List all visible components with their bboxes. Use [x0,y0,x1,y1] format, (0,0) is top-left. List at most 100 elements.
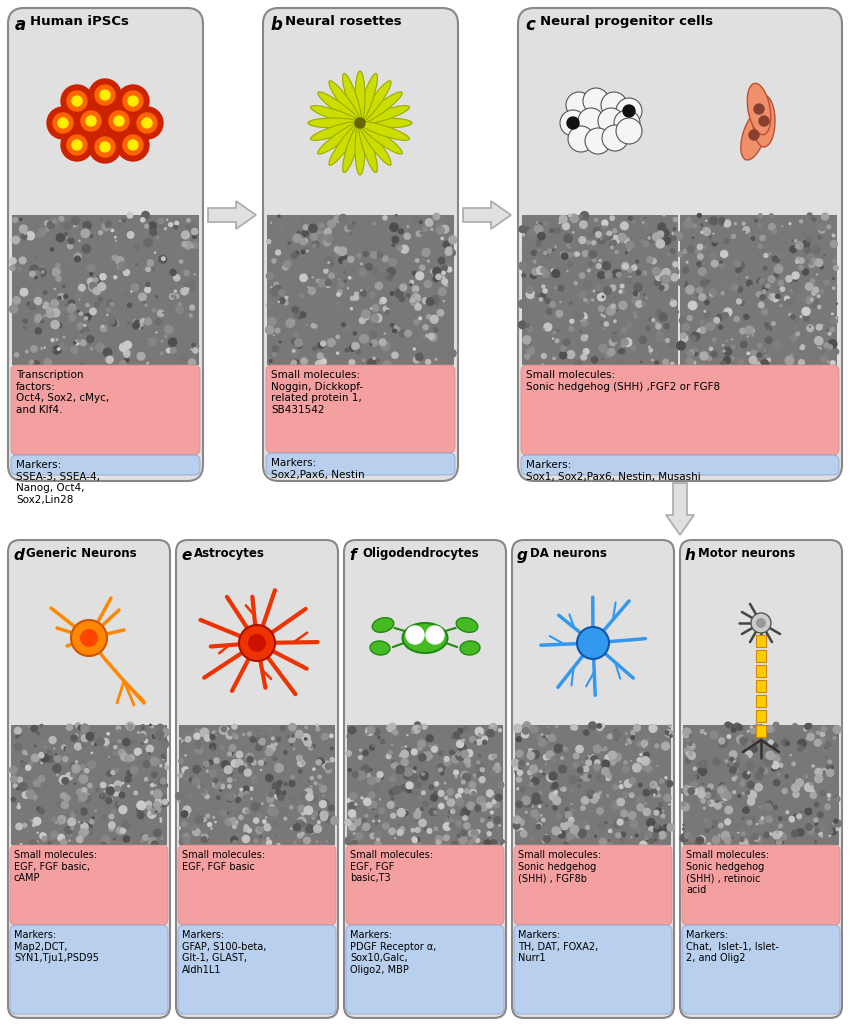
Circle shape [410,284,411,285]
Circle shape [64,346,65,348]
Circle shape [96,344,105,352]
Circle shape [394,326,397,328]
Circle shape [348,224,353,230]
Circle shape [518,819,524,826]
Circle shape [564,235,572,242]
Circle shape [388,801,394,808]
Circle shape [750,356,756,363]
Circle shape [37,807,41,811]
Circle shape [804,727,807,731]
Circle shape [393,786,400,794]
Circle shape [299,293,303,298]
Circle shape [54,766,56,767]
Circle shape [569,776,577,784]
Circle shape [583,281,592,289]
Circle shape [461,772,469,780]
Circle shape [366,727,374,736]
Circle shape [689,752,692,754]
Circle shape [779,763,783,767]
Circle shape [658,231,664,237]
Circle shape [605,271,612,278]
Circle shape [659,313,667,321]
Circle shape [473,774,476,777]
Circle shape [156,237,159,239]
Circle shape [722,345,723,346]
Circle shape [756,773,762,780]
Circle shape [566,92,592,118]
Circle shape [277,843,280,845]
Circle shape [320,341,326,346]
Circle shape [35,318,40,323]
Circle shape [499,842,502,845]
Circle shape [792,272,799,279]
Circle shape [88,282,97,290]
Circle shape [330,757,334,762]
Circle shape [359,269,366,276]
Circle shape [544,323,552,331]
Circle shape [94,744,96,746]
Circle shape [142,118,152,128]
Circle shape [768,740,773,745]
Circle shape [725,793,732,799]
Circle shape [462,781,465,784]
Circle shape [552,249,553,250]
Circle shape [140,799,144,803]
Circle shape [712,241,717,246]
Circle shape [651,259,656,264]
Circle shape [616,272,621,277]
Circle shape [117,324,119,326]
Circle shape [219,725,228,735]
Circle shape [632,222,635,224]
Circle shape [658,223,666,231]
Circle shape [740,737,747,745]
FancyBboxPatch shape [10,925,168,1014]
Circle shape [82,735,88,742]
Circle shape [360,290,366,297]
Circle shape [647,819,654,827]
Circle shape [834,819,838,823]
Circle shape [312,277,314,278]
Text: Markers:
SSEA-3, SSEA-4,
Nanog, Oct4,
Sox2,Lin28: Markers: SSEA-3, SSEA-4, Nanog, Oct4, So… [16,460,100,505]
Circle shape [325,235,332,242]
Text: Motor neurons: Motor neurons [698,547,796,560]
Circle shape [58,297,61,300]
Text: Small molecules:
Sonic hedgehog
(SHH) , FGF8b: Small molecules: Sonic hedgehog (SHH) , … [518,850,601,883]
Circle shape [124,352,130,357]
Circle shape [806,283,813,290]
Circle shape [724,308,732,316]
Circle shape [260,836,261,837]
Circle shape [586,757,588,759]
Circle shape [490,772,496,776]
Circle shape [830,327,835,331]
Circle shape [206,814,210,818]
Circle shape [406,789,410,792]
Circle shape [809,263,813,268]
Circle shape [635,765,639,771]
Circle shape [721,361,727,367]
Circle shape [14,353,19,357]
Circle shape [668,289,676,297]
Circle shape [720,263,724,268]
Circle shape [711,261,718,267]
Circle shape [820,790,825,795]
Circle shape [374,314,382,322]
Circle shape [228,785,231,788]
Circle shape [547,249,552,253]
Circle shape [363,823,370,830]
Circle shape [387,724,394,732]
Circle shape [377,275,385,284]
Circle shape [601,314,603,316]
Circle shape [810,299,813,301]
FancyBboxPatch shape [178,925,336,1014]
Circle shape [766,801,773,807]
Circle shape [309,287,315,294]
Circle shape [828,332,831,336]
Circle shape [415,837,420,842]
Circle shape [758,224,761,226]
Circle shape [26,765,31,771]
Circle shape [363,750,368,755]
Circle shape [631,731,635,735]
Circle shape [398,824,400,826]
Circle shape [525,812,527,814]
Circle shape [306,324,307,325]
